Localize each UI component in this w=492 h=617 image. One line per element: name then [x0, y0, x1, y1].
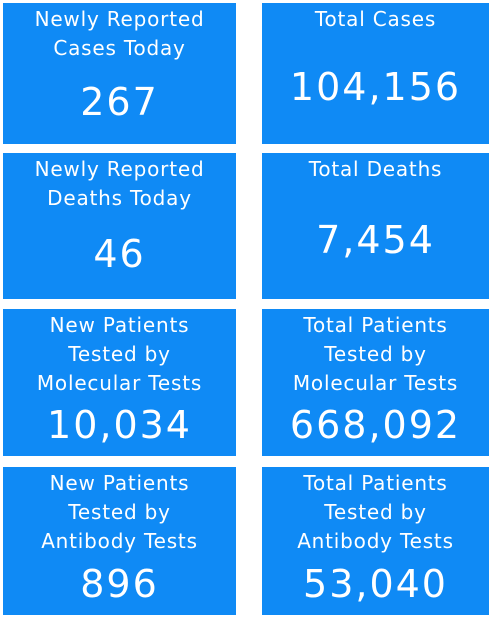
stat-tile: Total Deaths 7,454	[262, 153, 489, 299]
tile-label: Molecular Tests	[292, 371, 459, 395]
stat-tile: Newly Reported Cases Today 267	[3, 3, 236, 144]
tile-label: Antibody Tests	[41, 529, 198, 553]
tile-label: Newly Reported	[34, 7, 205, 31]
tile-label: Tested by	[324, 500, 427, 524]
stat-tile: Newly Reported Deaths Today 46	[3, 153, 236, 299]
stat-tile: New Patients Tested by Antibody Tests 896	[3, 467, 236, 615]
tile-label: New Patients	[49, 313, 190, 337]
tile-label: Total Cases	[314, 7, 437, 31]
tile-label: Cases Today	[53, 36, 186, 60]
tile-value: 53,040	[303, 561, 448, 606]
tile-label: Tested by	[68, 342, 171, 366]
stat-tile: New Patients Tested by Molecular Tests 10,0…	[3, 309, 236, 456]
tile-value: 896	[80, 561, 159, 606]
tile-value: 7,454	[316, 217, 435, 262]
tile-label: Antibody Tests	[297, 529, 454, 553]
tile-value: 104,156	[289, 65, 462, 109]
tile-label: Molecular Tests	[36, 371, 203, 395]
tile-label: Total Deaths	[308, 157, 443, 181]
tile-value: 668,092	[289, 403, 462, 447]
tile-value: 10,034	[47, 403, 192, 447]
tile-label: Deaths Today	[47, 186, 192, 210]
tile-label: Tested by	[68, 500, 171, 524]
stat-tile: Total Patients Tested by Molecular Tests 66…	[262, 309, 489, 456]
tile-label: Total Patients	[303, 313, 448, 337]
tile-label: New Patients	[49, 471, 190, 495]
stat-tile: Total Patients Tested by Antibody Tests 53,…	[262, 467, 489, 615]
tile-value: 267	[80, 79, 159, 124]
tile-label: Tested by	[324, 342, 427, 366]
tile-label: Newly Reported	[34, 157, 205, 181]
tile-value: 46	[93, 232, 146, 276]
stat-tile: Total Cases 104,156	[262, 3, 489, 144]
tile-label: Total Patients	[303, 471, 448, 495]
